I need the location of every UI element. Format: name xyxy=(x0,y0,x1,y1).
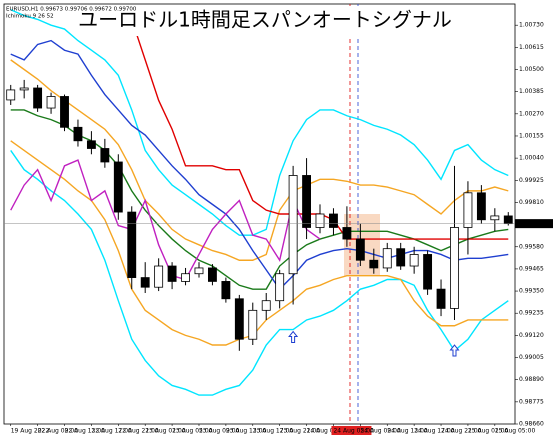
plot-layer xyxy=(6,9,513,396)
x-tick-label: 24 Aug 13:00 xyxy=(387,428,428,435)
candle-body xyxy=(476,192,486,221)
candle-body xyxy=(167,265,177,282)
candle-body xyxy=(113,161,123,213)
candle-body xyxy=(382,248,392,269)
label-highlight xyxy=(331,426,372,435)
info-line: Ichimoku 9 26 52 xyxy=(6,14,54,20)
candle-body xyxy=(261,300,271,311)
candle-body xyxy=(207,267,217,282)
indicator-line xyxy=(10,9,509,236)
title-box xyxy=(120,6,410,36)
candle-body xyxy=(503,215,513,225)
candle-body xyxy=(194,267,204,275)
y-tick-label: 1.00040 xyxy=(519,155,544,162)
x-tick-label: 24 Aug 17:00 xyxy=(414,428,455,435)
y-tick-label: 0.99120 xyxy=(519,332,544,339)
candle-body xyxy=(154,265,164,288)
indicator-line xyxy=(10,140,509,346)
candle-body xyxy=(329,213,338,228)
x-tick-label: 23 Aug 21:00 xyxy=(280,428,321,435)
y-tick-label: 0.98775 xyxy=(519,398,544,405)
x-tick-label: 22 Aug 09:00 xyxy=(38,428,79,435)
candle-body xyxy=(127,211,137,278)
y-tick-label: 0.98660 xyxy=(519,421,544,428)
candle-body xyxy=(234,298,244,340)
signal-arrow xyxy=(449,344,460,357)
y-tick-label: 0.99810 xyxy=(519,199,544,206)
x-tick-label: 23 Aug 13:00 xyxy=(226,428,267,435)
candle-body xyxy=(248,309,258,340)
indicator-line xyxy=(10,39,509,291)
y-tick-label: 1.00500 xyxy=(519,66,544,73)
y-tick-label: 0.99005 xyxy=(519,354,544,361)
candle-body xyxy=(73,126,83,142)
candle-body xyxy=(275,273,285,302)
y-tick-label: 0.98890 xyxy=(519,376,544,383)
plot-frame xyxy=(3,3,516,425)
candle-body xyxy=(19,87,29,91)
candle-body xyxy=(140,277,150,288)
candle-body xyxy=(423,254,433,290)
indicator-line xyxy=(10,159,321,281)
x-tick-label: 24 Aug 21:00 xyxy=(441,428,482,435)
x-tick-label: 24 Aug 09:00 xyxy=(360,428,401,435)
info-line: EURUSD,H1 0.99673 0.99706 0.99672 0.9970… xyxy=(6,7,137,13)
x-tick-label: 25 Aug 05:00 xyxy=(495,428,536,435)
y-tick-label: 1.00385 xyxy=(519,88,544,95)
x-tick-label: 25 Aug 01:00 xyxy=(468,428,509,435)
x-tick-label: 23 Aug 09:00 xyxy=(199,428,240,435)
indicator-line xyxy=(10,59,509,261)
candle-body xyxy=(46,96,56,109)
candle-body xyxy=(6,89,16,101)
x-tick-label: 22 Aug 17:00 xyxy=(91,428,132,435)
y-tick-label: 0.99465 xyxy=(519,265,544,272)
y-tick-label: 0.99925 xyxy=(519,177,544,184)
x-tick-label: 19 Aug 2022 xyxy=(11,428,50,435)
y-tick-label: 1.00615 xyxy=(519,44,544,51)
y-tick-label: 1.00155 xyxy=(519,132,544,139)
y-tick-label: 1.00730 xyxy=(519,22,544,29)
candle-body xyxy=(288,175,298,275)
candle-body xyxy=(342,227,352,240)
y-tick-label: 0.99580 xyxy=(519,243,544,250)
candle-body xyxy=(33,87,43,109)
candle-body xyxy=(60,96,69,128)
candle-body xyxy=(436,288,446,309)
signal-arrow xyxy=(288,330,299,344)
y-tick-label: 0.99235 xyxy=(519,310,544,317)
candle-body xyxy=(86,140,96,149)
candle-body xyxy=(450,227,459,309)
candle-body xyxy=(463,192,473,228)
x-tick-label: 23 Aug 05:00 xyxy=(172,428,213,435)
x-tick-label: 23 Aug 01:00 xyxy=(145,428,186,435)
last-price-box xyxy=(515,219,553,229)
x-tick-label: 22 Aug 21:00 xyxy=(118,428,159,435)
x-tick-label: 22 Aug 13:00 xyxy=(65,428,106,435)
x-tick-label: 24 Aug 05:00 xyxy=(333,428,374,435)
x-tick-label: 23 Aug 17:00 xyxy=(253,428,294,435)
chart-title: ユーロドル1時間足スパンオートシグナル xyxy=(78,8,452,32)
candle-body xyxy=(181,273,190,282)
candle-body xyxy=(315,213,325,228)
candle-body xyxy=(409,254,419,267)
last-price-label: 0.99700 xyxy=(519,220,544,227)
y-tick-label: 0.99350 xyxy=(519,288,544,295)
candle-body xyxy=(221,281,231,300)
candle-body xyxy=(369,259,379,269)
candle-body xyxy=(396,248,406,267)
candle-body xyxy=(100,148,110,163)
candle-body xyxy=(302,175,312,228)
candle-body xyxy=(355,238,365,261)
y-tick-label: 1.00270 xyxy=(519,110,544,117)
x-tick-label: 24 Aug 01:00 xyxy=(307,428,348,435)
indicator-line xyxy=(10,150,509,396)
candle-body xyxy=(490,215,500,221)
